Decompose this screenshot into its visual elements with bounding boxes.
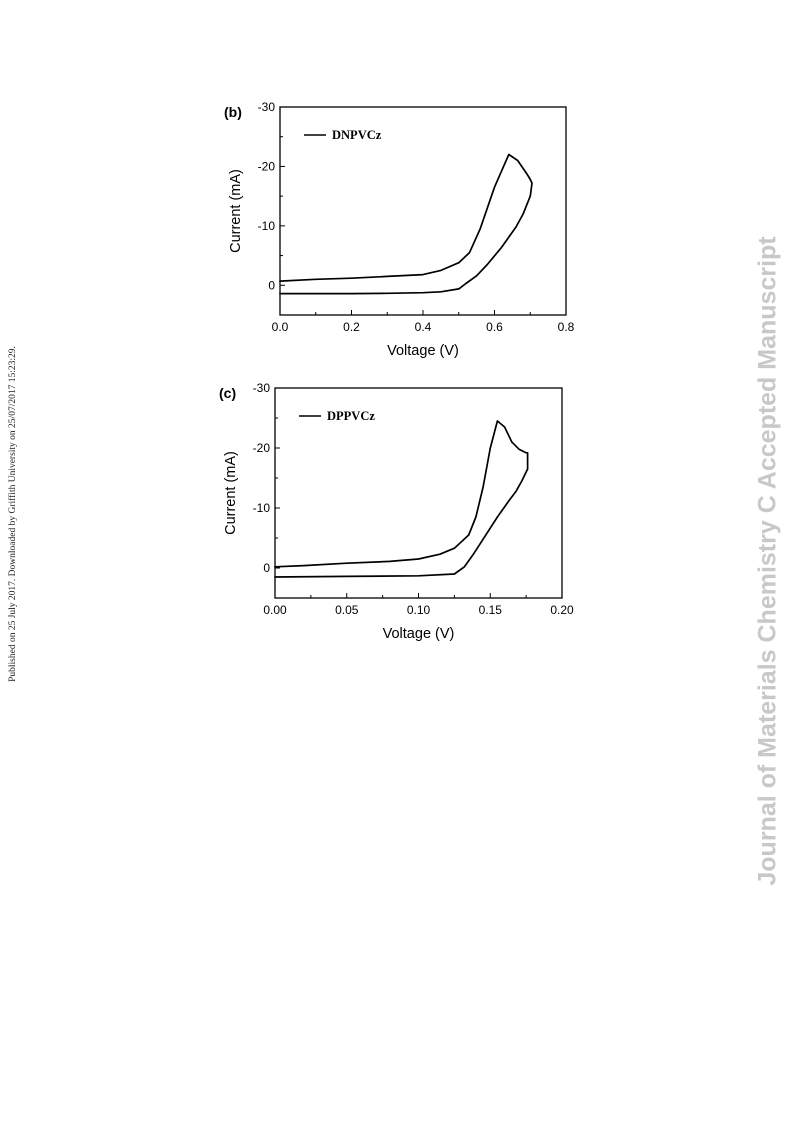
x-tick-label: 0.0 bbox=[272, 320, 289, 334]
x-tick-label: 0.6 bbox=[486, 320, 503, 334]
series-line-DNPVCz bbox=[279, 153, 533, 295]
y-tick-label: -10 bbox=[253, 501, 271, 515]
y-tick-label: -30 bbox=[253, 381, 271, 395]
legend-label: DNPVCz bbox=[332, 128, 382, 142]
y-axis-title: Current (mA) bbox=[223, 451, 239, 535]
x-tick-label: 0.8 bbox=[558, 320, 575, 334]
series-line-DPPVCz bbox=[274, 420, 529, 578]
panel-label: (b) bbox=[224, 104, 242, 120]
chart-panel-0: 0.0 0.2 0.4 0.6 0.8 0 -10 -20 -30 Voltage (V) Curr… bbox=[224, 100, 575, 359]
x-tick-label: 0.15 bbox=[479, 603, 503, 617]
chart-panel-1: 0.00 0.05 0.10 0.15 0.20 0 -10 -20 -30 Voltage (V… bbox=[219, 381, 574, 642]
y-tick-label: 0 bbox=[268, 278, 275, 292]
y-tick-label: -30 bbox=[258, 100, 276, 114]
y-tick-label: -10 bbox=[258, 219, 276, 233]
x-axis-title: Voltage (V) bbox=[387, 343, 459, 359]
x-axis-title: Voltage (V) bbox=[383, 626, 455, 642]
legend-label: DPPVCz bbox=[327, 409, 375, 423]
y-axis-title: Current (mA) bbox=[228, 169, 244, 253]
x-tick-label: 0.00 bbox=[263, 603, 287, 617]
x-tick-label: 0.05 bbox=[335, 603, 359, 617]
x-tick-label: 0.20 bbox=[550, 603, 574, 617]
panel-label: (c) bbox=[219, 385, 236, 401]
y-tick-label: 0 bbox=[263, 561, 270, 575]
y-tick-label: -20 bbox=[253, 441, 271, 455]
plot-frame bbox=[274, 387, 563, 599]
plot-frame bbox=[279, 106, 567, 316]
x-tick-label: 0.4 bbox=[415, 320, 432, 334]
y-tick-label: -20 bbox=[258, 159, 276, 173]
x-tick-label: 0.10 bbox=[407, 603, 431, 617]
x-tick-label: 0.2 bbox=[343, 320, 360, 334]
